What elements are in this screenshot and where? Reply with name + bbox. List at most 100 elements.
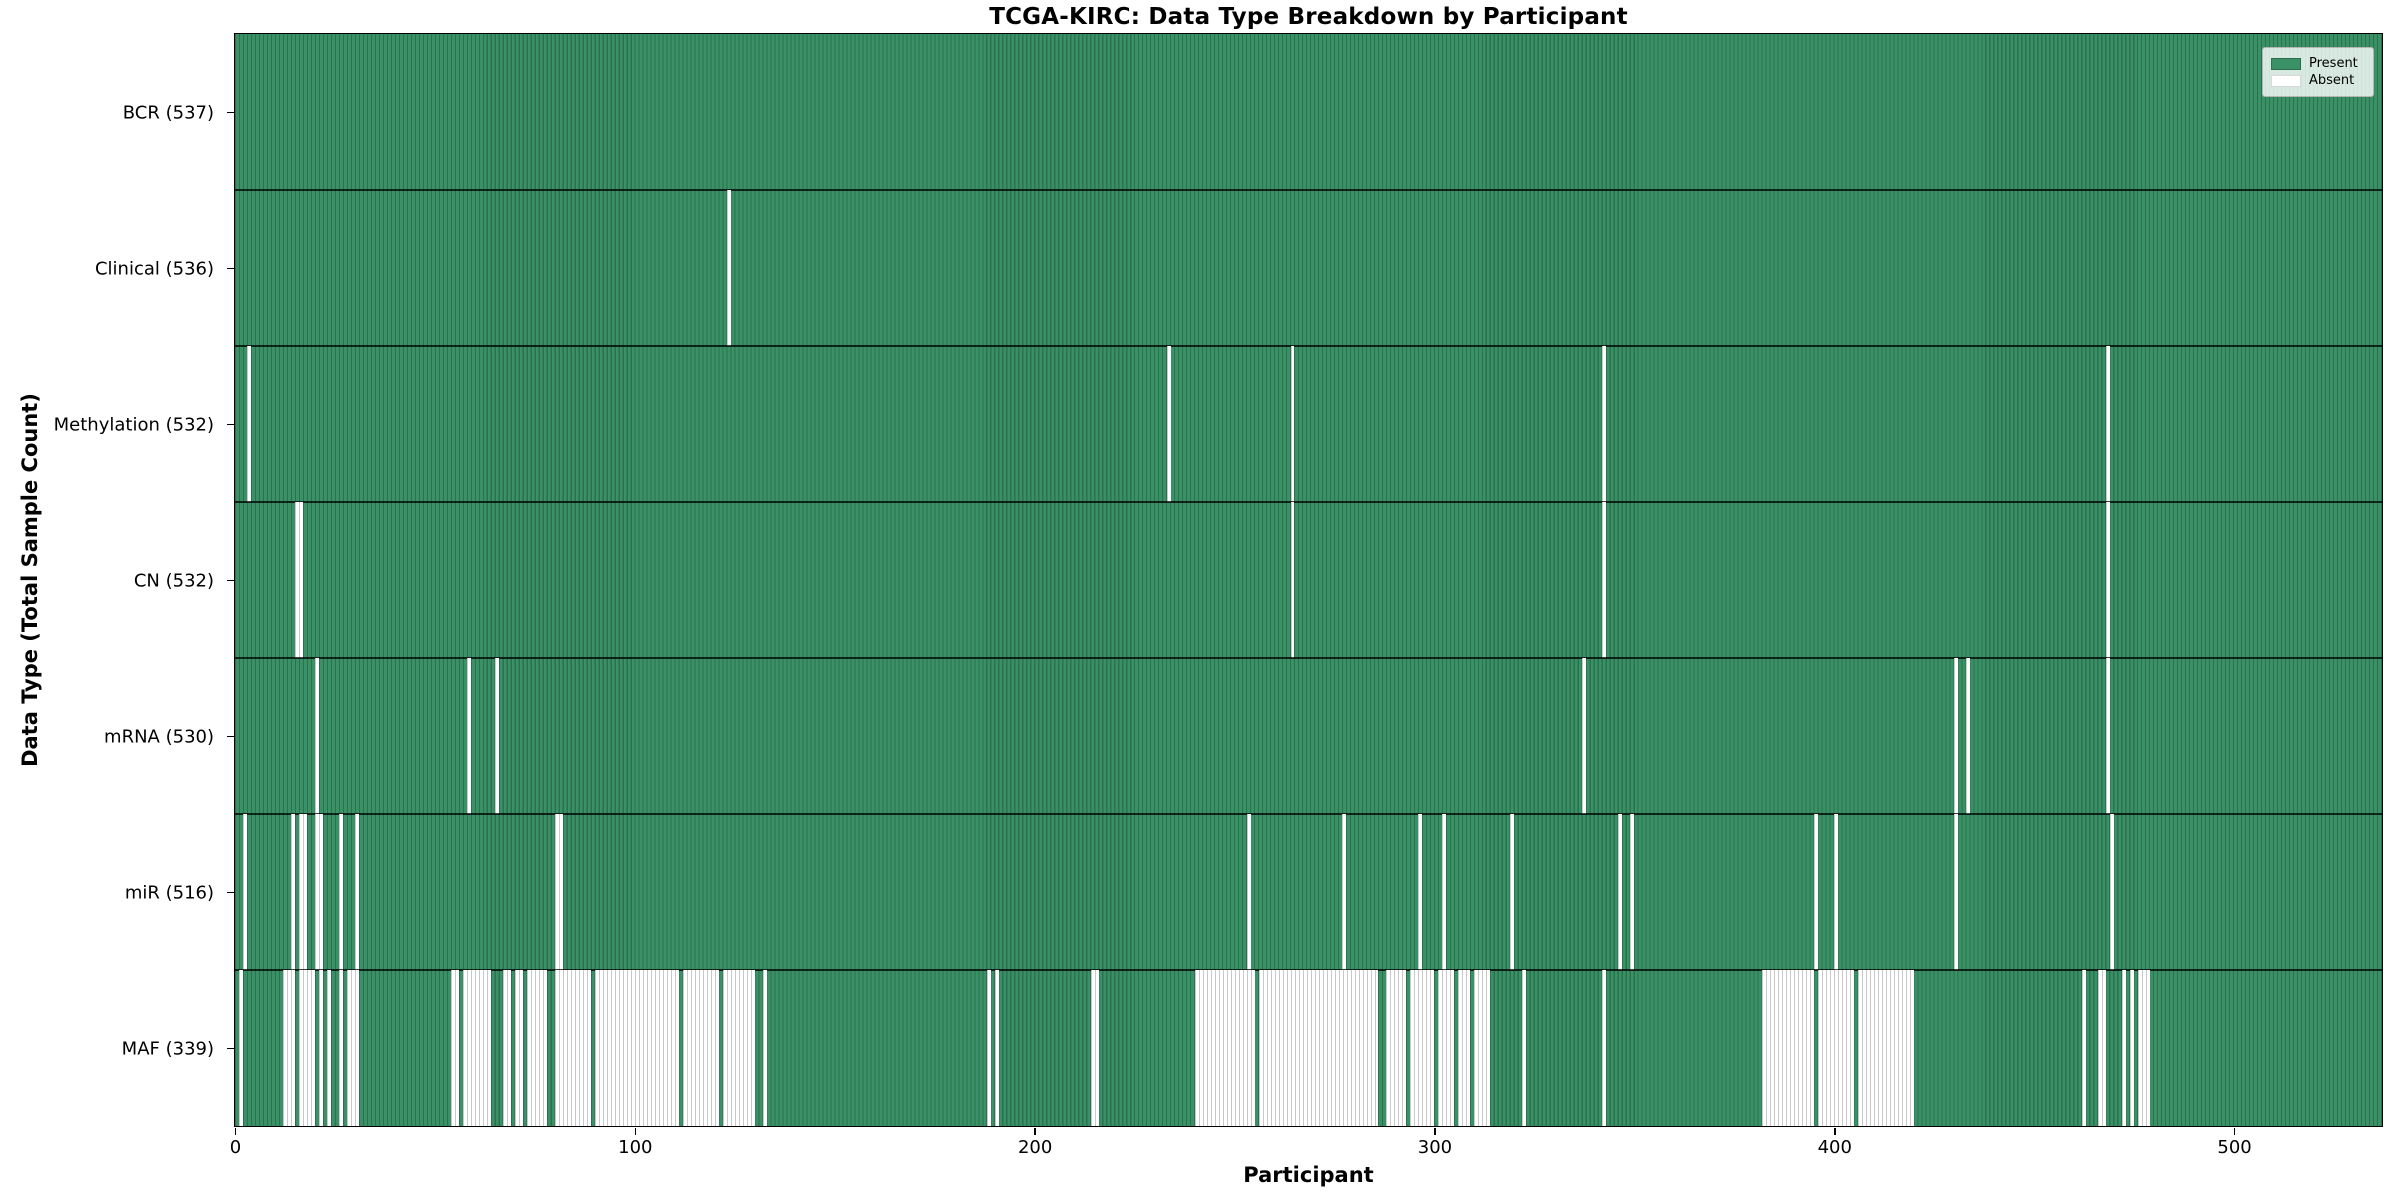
y-tick-mark — [227, 891, 234, 894]
absent-gap — [1858, 970, 1915, 1126]
x-tick-label: 0 — [229, 1137, 242, 1158]
absent-gap — [2106, 346, 2111, 502]
absent-gap — [290, 814, 295, 970]
absent-gap — [1442, 814, 1447, 970]
y-tick-label: Clinical (536) — [94, 258, 214, 279]
x-tick-label: 100 — [618, 1137, 653, 1158]
absent-gap — [502, 970, 511, 1126]
x-tick-mark — [634, 1128, 637, 1135]
absent-gap — [346, 970, 359, 1126]
row-divider — [235, 657, 2382, 659]
absent-gap — [514, 970, 523, 1126]
absent-gap — [986, 970, 991, 1126]
absent-gap — [1966, 658, 1971, 814]
absent-gap — [1602, 502, 1607, 658]
absent-gap — [1814, 814, 1819, 970]
absent-gap — [298, 814, 307, 970]
x-tick-mark — [2233, 1128, 2236, 1135]
absent-gap — [1762, 970, 1815, 1126]
absent-gap — [2130, 970, 2135, 1126]
y-tick-mark — [227, 111, 234, 114]
plot-area: Present Absent — [234, 33, 2383, 1127]
legend-entry: Present — [2271, 56, 2365, 71]
absent-gap — [246, 346, 251, 502]
absent-gap — [2098, 970, 2107, 1126]
absent-gap — [2106, 658, 2111, 814]
absent-gap — [326, 970, 331, 1126]
absent-gap — [1342, 814, 1347, 970]
absent-gap — [2122, 970, 2127, 1126]
absent-gap — [1290, 346, 1295, 502]
absent-gap — [722, 970, 755, 1126]
absent-gap — [994, 970, 999, 1126]
row-divider — [235, 969, 2382, 971]
absent-gap — [682, 970, 719, 1126]
absent-gap — [1954, 658, 1959, 814]
absent-gap — [1510, 814, 1515, 970]
absent-gap — [282, 970, 295, 1126]
absent-gap — [294, 502, 303, 658]
legend-swatch-present — [2271, 57, 2301, 70]
y-tick-mark — [227, 1047, 234, 1050]
absent-gap — [1602, 346, 1607, 502]
absent-gap — [1954, 814, 1959, 970]
y-tick-mark — [227, 735, 234, 738]
chart-title: TCGA-KIRC: Data Type Breakdown by Partic… — [989, 4, 1628, 30]
x-axis-title: Participant — [1243, 1163, 1374, 1187]
absent-gap — [554, 814, 563, 970]
x-tick-mark — [1434, 1128, 1436, 1135]
absent-gap — [314, 814, 323, 970]
absent-gap — [354, 814, 359, 970]
row-divider — [235, 501, 2382, 503]
legend-label: Absent — [2309, 73, 2355, 88]
absent-gap — [466, 658, 471, 814]
absent-gap — [338, 970, 343, 1126]
absent-gap — [238, 970, 243, 1126]
absent-gap — [462, 970, 491, 1126]
y-tick-mark — [227, 579, 234, 582]
absent-gap — [1474, 970, 1491, 1126]
absent-gap — [1166, 346, 1171, 502]
absent-gap — [314, 658, 319, 814]
row-divider — [235, 345, 2382, 347]
x-tick-label: 300 — [1417, 1137, 1453, 1158]
absent-gap — [1630, 814, 1635, 970]
y-tick-label: miR (516) — [124, 882, 214, 903]
x-tick-mark — [1834, 1128, 1836, 1135]
absent-gap — [726, 190, 731, 346]
absent-gap — [1194, 970, 1255, 1126]
absent-gap — [1386, 970, 1407, 1126]
row-divider — [235, 189, 2382, 191]
absent-gap — [2082, 970, 2087, 1126]
absent-gap — [1290, 502, 1295, 658]
x-tick-label: 400 — [1817, 1137, 1852, 1158]
y-tick-label: BCR (537) — [122, 102, 214, 123]
absent-gap — [2106, 502, 2111, 658]
absent-gap — [494, 658, 499, 814]
absent-gap — [1602, 970, 1607, 1126]
y-tick-label: Methylation (532) — [53, 414, 214, 435]
y-tick-label: MAF (339) — [121, 1038, 214, 1059]
y-tick-mark — [227, 423, 234, 426]
absent-gap — [1438, 970, 1455, 1126]
absent-gap — [762, 970, 767, 1126]
legend: Present Absent — [2262, 47, 2374, 97]
absent-gap — [1258, 970, 1379, 1126]
y-tick-label: CN (532) — [133, 570, 214, 591]
x-tick-mark — [234, 1128, 237, 1135]
x-tick-label: 200 — [1017, 1137, 1053, 1158]
absent-gap — [1410, 970, 1435, 1126]
x-tick-mark — [1034, 1128, 1036, 1135]
absent-gap — [2138, 970, 2151, 1126]
y-axis-tick-labels: BCR (537) Clinical (536) Methylation (532)… — [0, 33, 224, 1127]
absent-gap — [1090, 970, 1099, 1126]
legend-swatch-absent — [2271, 74, 2301, 87]
absent-gap — [450, 970, 459, 1126]
absent-gap — [298, 970, 315, 1126]
absent-gap — [318, 970, 323, 1126]
absent-gap — [2110, 814, 2115, 970]
absent-gap — [242, 814, 247, 970]
x-tick-label: 500 — [2217, 1137, 2252, 1158]
absent-gap — [1246, 814, 1251, 970]
